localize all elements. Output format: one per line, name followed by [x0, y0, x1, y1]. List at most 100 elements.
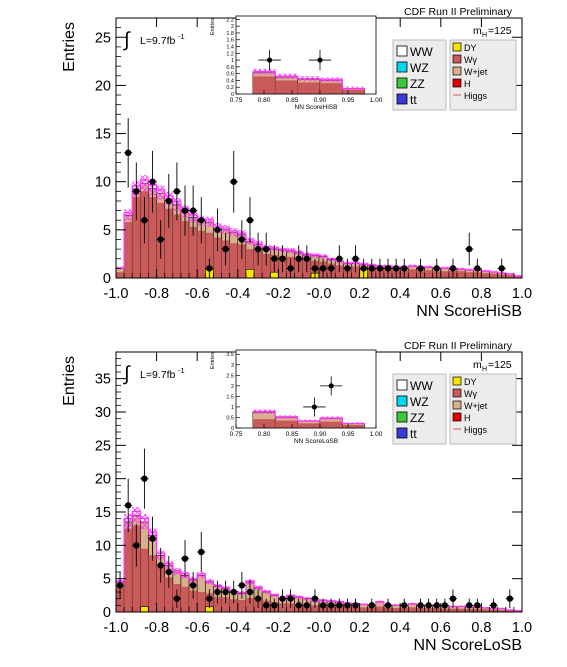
- data-point: [303, 255, 311, 262]
- x-tick-label: 0.6: [431, 620, 451, 636]
- inset-y-tick-label: 1.5: [226, 394, 234, 400]
- legend-label: W+jet: [464, 67, 488, 77]
- bar-wgamma: [440, 271, 449, 278]
- data-point: [295, 255, 302, 262]
- x-tick-label: -0.8: [144, 620, 169, 636]
- bar-wgamma: [124, 528, 133, 612]
- bar-wgamma: [229, 243, 238, 278]
- x-tick-label: -0.0: [307, 620, 332, 636]
- data-point: [336, 255, 343, 262]
- data-point: [425, 602, 432, 609]
- inset-y-tick-label: 1.2: [226, 51, 234, 57]
- data-point: [368, 602, 375, 609]
- mass-label: m: [473, 359, 482, 371]
- x-axis-label: NN ScoreLoSB: [414, 637, 523, 654]
- inset-y-tick-label: 2.2: [226, 17, 234, 23]
- error-band: [172, 568, 181, 576]
- bar-wgamma: [237, 600, 246, 612]
- data-point: [336, 602, 343, 609]
- x-tick-label: -0.4: [225, 286, 250, 302]
- inset-x-axis-label: NN ScoreHiSB: [295, 104, 338, 111]
- x-tick-label: 1.0: [512, 620, 532, 636]
- inset-y-tick-label: 1: [231, 405, 234, 411]
- box-swatch: [452, 376, 462, 386]
- inset-x-tick-label: 0.95: [342, 97, 355, 104]
- header-label: CDF Run II Preliminary: [404, 340, 513, 352]
- x-tick-label: -0.8: [144, 286, 169, 302]
- box-swatch: [396, 427, 408, 439]
- inset-frame: [235, 15, 377, 95]
- data-point: [238, 582, 246, 589]
- inset-data-point: [311, 404, 317, 410]
- data-point: [165, 568, 172, 576]
- error-band: [140, 514, 149, 530]
- bar-wgamma: [237, 244, 246, 278]
- data-point: [506, 595, 514, 602]
- data-point: [360, 265, 367, 272]
- mass-label: m: [473, 25, 482, 37]
- x-tick-label: -0.6: [185, 620, 210, 636]
- inset-bar-wgamma: [342, 89, 365, 94]
- data-point: [271, 602, 278, 609]
- data-point: [124, 149, 132, 157]
- error-band: [124, 209, 133, 221]
- data-point: [441, 602, 449, 609]
- bar-wgamma: [164, 208, 173, 278]
- bar-wgamma: [221, 597, 230, 612]
- data-point: [230, 588, 237, 596]
- box-swatch: [396, 395, 408, 407]
- inset-y-tick-label: 1.6: [226, 38, 234, 44]
- inset-bar-wgamma: [252, 419, 276, 428]
- error-band: [221, 225, 230, 234]
- bar-wgamma: [140, 548, 149, 612]
- bar-wgamma: [505, 275, 514, 278]
- data-point: [392, 265, 400, 272]
- data-point: [181, 207, 189, 214]
- bar-wgamma: [408, 269, 417, 278]
- bar-dy: [245, 269, 255, 279]
- data-point: [149, 535, 156, 542]
- data-point: [263, 602, 270, 609]
- data-point: [368, 265, 375, 272]
- bar-wgamma: [489, 273, 498, 278]
- data-point: [206, 595, 213, 602]
- error-band: [205, 578, 214, 585]
- box-swatch: [452, 42, 462, 52]
- inset-y-axis-label: Entries: [210, 352, 216, 369]
- data-point: [271, 255, 278, 262]
- box-swatch: [452, 54, 462, 64]
- bar-wgamma: [197, 592, 206, 612]
- bar-wgamma: [180, 586, 190, 612]
- inset-y-tick-label: 0.4: [226, 78, 234, 84]
- box-swatch: [396, 411, 408, 423]
- bar-wgamma: [116, 272, 125, 278]
- chart-panel-2: CDF Run II Preliminary -1.0 -0.8 -0.6 -0.4 -0…: [61, 340, 532, 654]
- inset-higgs-line: [252, 410, 365, 425]
- legend-label: Wγ: [464, 55, 477, 65]
- bar-wgamma: [132, 197, 141, 278]
- inset-bar-wgamma: [275, 420, 298, 428]
- data-point: [311, 265, 319, 272]
- inset-x-axis-label: NN ScoreLoSB: [294, 438, 338, 445]
- bar-wgamma: [408, 607, 417, 612]
- inset-data-point: [317, 57, 323, 63]
- bar-wgamma: [189, 590, 198, 612]
- data-point: [141, 475, 148, 482]
- legend-label: H: [464, 413, 471, 423]
- inset-x-tick-label: 0.75: [230, 431, 243, 438]
- bar-dy: [140, 606, 149, 613]
- bar-wgamma: [164, 577, 173, 612]
- data-point: [433, 265, 440, 272]
- data-point: [384, 602, 392, 609]
- legend-label: DY: [464, 43, 477, 53]
- bar-wgamma: [262, 253, 271, 278]
- y-tick-label: 15: [95, 505, 111, 521]
- legend-label: tt: [410, 93, 417, 107]
- x-tick-label: -1.0: [104, 620, 129, 636]
- y-tick-label: 10: [95, 175, 111, 191]
- bar-wgamma: [457, 608, 466, 612]
- data-point: [165, 197, 172, 205]
- data-point: [181, 555, 189, 562]
- bar-wgamma: [424, 270, 433, 278]
